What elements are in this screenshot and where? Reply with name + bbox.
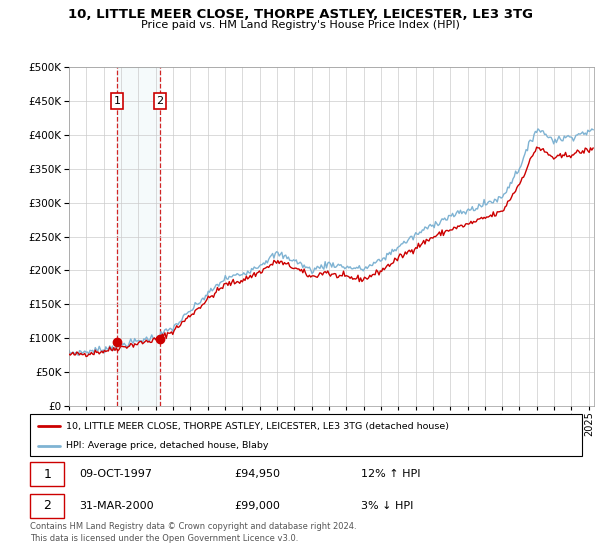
Text: Price paid vs. HM Land Registry's House Price Index (HPI): Price paid vs. HM Land Registry's House …: [140, 20, 460, 30]
Text: 1: 1: [113, 96, 121, 106]
Text: 3% ↓ HPI: 3% ↓ HPI: [361, 501, 413, 511]
Text: 12% ↑ HPI: 12% ↑ HPI: [361, 469, 421, 479]
Text: 10, LITTLE MEER CLOSE, THORPE ASTLEY, LEICESTER, LE3 3TG: 10, LITTLE MEER CLOSE, THORPE ASTLEY, LE…: [67, 8, 533, 21]
FancyBboxPatch shape: [30, 493, 64, 518]
Text: £99,000: £99,000: [234, 501, 280, 511]
Text: 10, LITTLE MEER CLOSE, THORPE ASTLEY, LEICESTER, LE3 3TG (detached house): 10, LITTLE MEER CLOSE, THORPE ASTLEY, LE…: [66, 422, 449, 431]
Text: £94,950: £94,950: [234, 469, 280, 479]
FancyBboxPatch shape: [30, 414, 582, 456]
Text: Contains HM Land Registry data © Crown copyright and database right 2024.
This d: Contains HM Land Registry data © Crown c…: [30, 522, 356, 543]
Text: HPI: Average price, detached house, Blaby: HPI: Average price, detached house, Blab…: [66, 441, 268, 450]
Text: 2: 2: [43, 499, 51, 512]
Text: 09-OCT-1997: 09-OCT-1997: [80, 469, 152, 479]
Text: 1: 1: [43, 468, 51, 481]
FancyBboxPatch shape: [30, 462, 64, 487]
Text: 2: 2: [157, 96, 164, 106]
Text: 31-MAR-2000: 31-MAR-2000: [80, 501, 154, 511]
Bar: [117, 67, 160, 406]
